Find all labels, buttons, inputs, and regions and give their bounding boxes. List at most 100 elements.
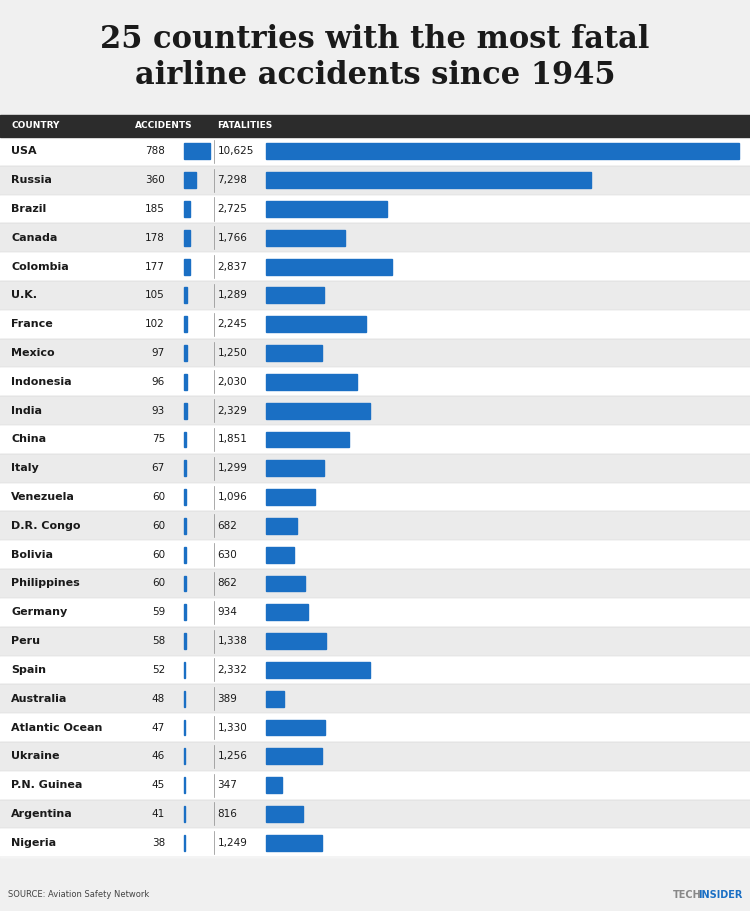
Text: Germany: Germany [11,608,68,618]
Text: 38: 38 [152,838,165,848]
Text: 177: 177 [145,261,165,271]
Bar [266,777,282,793]
Bar [266,432,349,447]
Text: 52: 52 [152,665,165,675]
Bar [184,633,186,649]
Text: 178: 178 [145,233,165,243]
Text: France: France [11,319,53,329]
Text: 25 countries with the most fatal
airline accidents since 1945: 25 countries with the most fatal airline… [100,24,650,91]
Bar [184,547,186,563]
Text: Philippines: Philippines [11,578,80,589]
Bar [266,201,388,217]
Text: 60: 60 [152,578,165,589]
Text: 2,332: 2,332 [217,665,248,675]
Text: USA: USA [11,147,37,157]
Bar [184,604,186,620]
Text: 41: 41 [152,809,165,819]
Bar [266,143,739,159]
Bar [266,316,366,333]
Text: 2,329: 2,329 [217,405,248,415]
Bar [0,656,750,684]
Bar [0,115,750,137]
Text: 2,030: 2,030 [217,377,247,387]
Bar [266,403,370,418]
Text: Russia: Russia [11,175,52,185]
Text: 58: 58 [152,636,165,646]
Text: 75: 75 [152,435,165,445]
Text: 1,256: 1,256 [217,752,248,762]
Text: Peru: Peru [11,636,40,646]
Text: 48: 48 [152,693,165,703]
Bar [184,172,196,188]
Text: Indonesia: Indonesia [11,377,72,387]
Bar [184,576,186,591]
Bar [184,259,190,274]
Bar [266,691,284,707]
Text: 630: 630 [217,549,237,559]
Bar [184,806,185,822]
Text: China: China [11,435,46,445]
Bar [184,489,186,505]
Bar [0,195,750,223]
Bar [0,742,750,771]
Bar [184,345,187,361]
Text: 60: 60 [152,549,165,559]
Bar [0,425,750,454]
Text: 1,330: 1,330 [217,722,248,732]
Text: SOURCE: Aviation Safety Network: SOURCE: Aviation Safety Network [8,890,148,899]
Bar [0,310,750,339]
Text: Spain: Spain [11,665,46,675]
Bar [0,223,750,252]
Bar [0,252,750,281]
Bar [266,576,305,591]
Bar [266,259,392,274]
Bar [184,662,185,678]
Text: TECH: TECH [673,890,701,899]
Text: 360: 360 [146,175,165,185]
Text: Brazil: Brazil [11,204,46,214]
Text: 1,289: 1,289 [217,291,248,301]
Text: Colombia: Colombia [11,261,69,271]
Bar [0,684,750,713]
Bar [0,396,750,425]
Text: 816: 816 [217,809,237,819]
Bar [0,483,750,511]
Text: 1,249: 1,249 [217,838,248,848]
Text: Australia: Australia [11,693,68,703]
Bar [184,316,188,333]
Bar [266,489,315,505]
Bar [0,166,750,195]
Bar [266,633,326,649]
Text: Venezuela: Venezuela [11,492,75,502]
Text: 47: 47 [152,722,165,732]
Bar [0,454,750,483]
Bar [0,540,750,569]
Bar [0,627,750,656]
Text: Canada: Canada [11,233,58,243]
Bar [184,720,185,735]
Bar [184,834,185,851]
Bar [184,691,185,707]
Text: Mexico: Mexico [11,348,55,358]
Bar [266,720,326,735]
Text: 2,837: 2,837 [217,261,248,271]
Text: 60: 60 [152,492,165,502]
Bar [184,777,185,793]
Bar [184,288,188,303]
Bar [266,662,370,678]
Text: Ukraine: Ukraine [11,752,60,762]
Text: P.N. Guinea: P.N. Guinea [11,780,82,790]
Text: 2,245: 2,245 [217,319,248,329]
Text: 46: 46 [152,752,165,762]
Text: 862: 862 [217,578,237,589]
Bar [184,143,210,159]
Text: 1,250: 1,250 [217,348,248,358]
Bar [184,201,190,217]
Bar [0,598,750,627]
Bar [0,511,750,540]
Bar [184,460,186,476]
Bar [266,547,294,563]
Bar [266,518,296,534]
Bar [266,345,322,361]
Text: Argentina: Argentina [11,809,73,819]
